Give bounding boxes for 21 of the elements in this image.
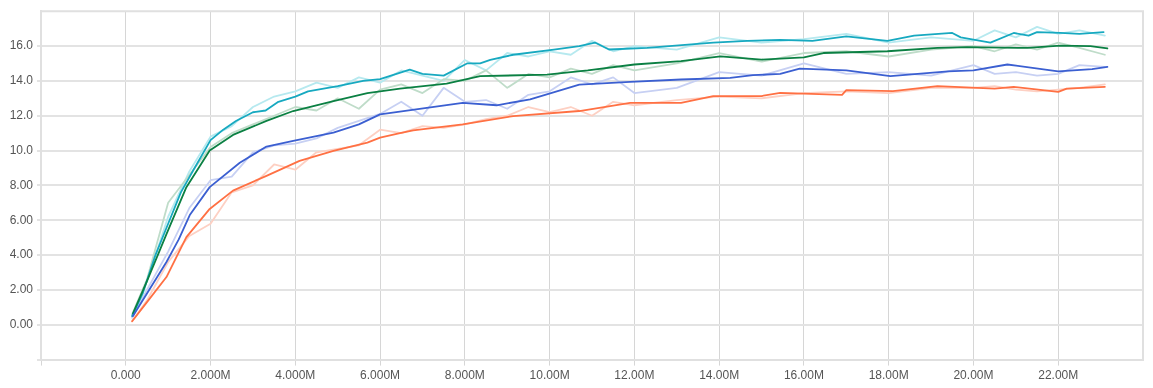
x-tick-label: 18.00M [868, 368, 909, 383]
x-tick-label: 22.00M [1038, 368, 1079, 383]
x-tick-label: 4.000M [275, 368, 316, 383]
y-tick-label: 12.0 [9, 108, 34, 123]
y-tick-label: 4.00 [9, 247, 34, 262]
x-tick-label: 20.00M [953, 368, 994, 383]
x-tick-label: 10.00M [529, 368, 570, 383]
x-tick-label: 12.00M [614, 368, 655, 383]
y-tick-label: 8.00 [9, 177, 34, 192]
x-tick-label: 6.000M [360, 368, 401, 383]
y-tick-label: 14.0 [9, 73, 34, 88]
y-tick-label: 16.0 [9, 38, 34, 53]
y-tick-label: 2.00 [9, 282, 34, 297]
x-tick-label: 2.000M [190, 368, 231, 383]
y-tick-label: 0.00 [9, 317, 34, 332]
x-tick-label: 16.00M [783, 368, 824, 383]
x-tick-label: 8.000M [444, 368, 485, 383]
x-tick-label: 14.00M [699, 368, 740, 383]
y-tick-label: 6.00 [9, 212, 34, 227]
y-tick-label: 10.0 [9, 142, 34, 157]
x-tick-label: 0.000 [110, 368, 142, 383]
